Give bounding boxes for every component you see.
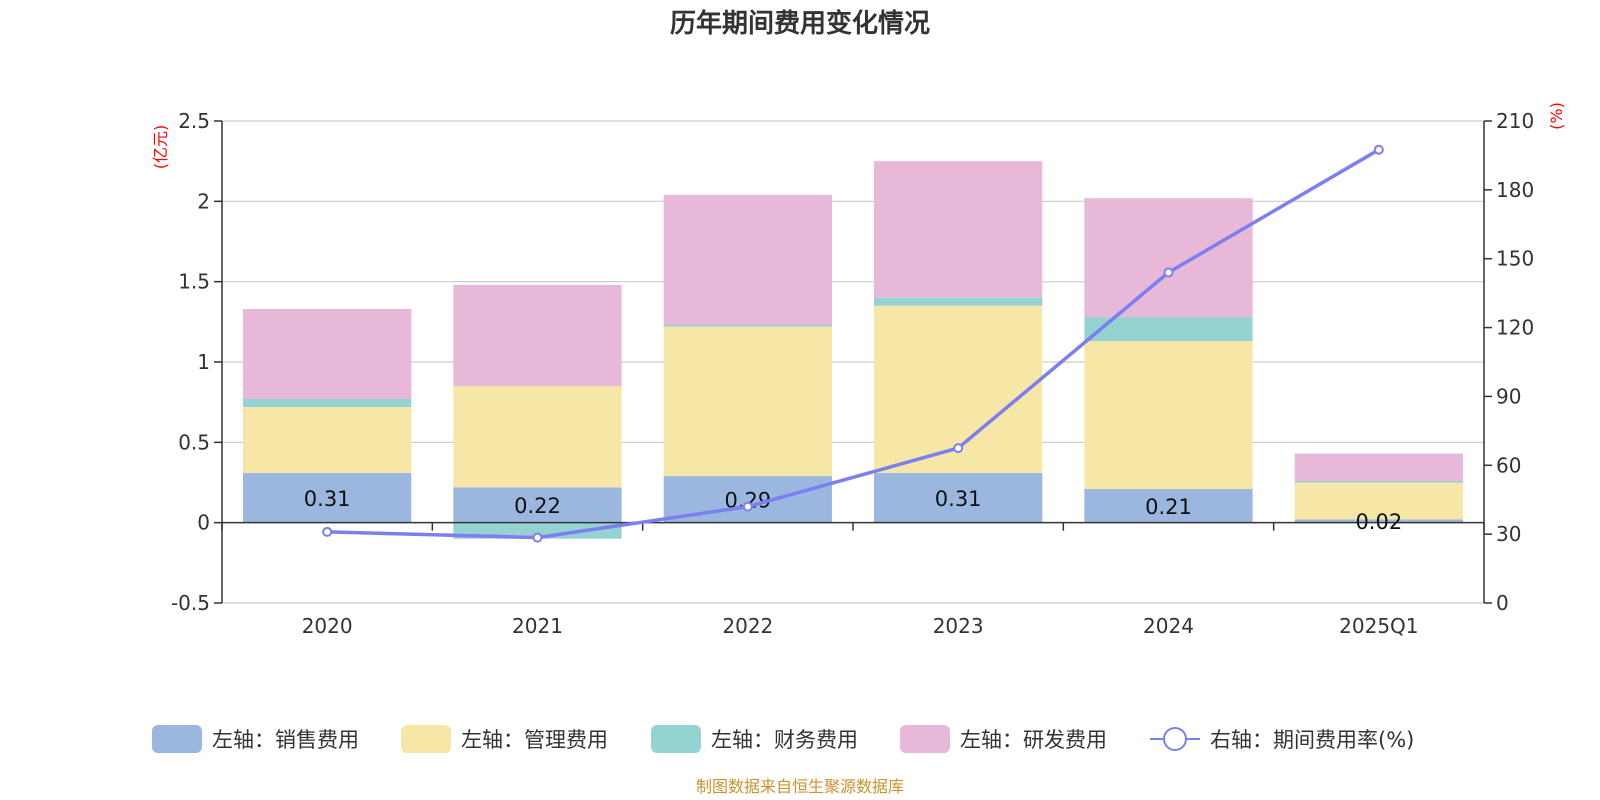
data-label: 0.31 [935, 487, 982, 511]
left-tick-label: -0.5 [171, 591, 210, 615]
right-tick-label: 210 [1496, 109, 1534, 133]
bar-0-2020 [243, 472, 412, 523]
bars [243, 161, 1463, 539]
bar-1-2024 [1084, 341, 1253, 489]
gridlines [222, 120, 1484, 604]
x-tick-label: 2020 [302, 614, 353, 638]
bar-2-2022 [663, 325, 832, 327]
bar-3-2025Q1 [1294, 453, 1463, 481]
bar-0-2024 [1084, 488, 1253, 523]
data-label: 0.22 [514, 494, 561, 518]
bar-3-2022 [663, 194, 832, 326]
x-tick-label: 2023 [933, 614, 984, 638]
right-tick-label: 180 [1496, 178, 1534, 202]
x-tick-label: 2025Q1 [1339, 614, 1418, 638]
chart-title: 历年期间费用变化情况 [670, 8, 930, 39]
legend-label-3: 左轴：研发费用 [960, 728, 1107, 752]
right-tick-label: 0 [1496, 591, 1509, 615]
x-tick-label: 2022 [722, 614, 773, 638]
bar-2-2020 [243, 398, 412, 407]
bar-0-2023 [874, 472, 1043, 523]
source-note: 制图数据来自恒生聚源数据库 [696, 777, 904, 796]
data-label: 0.02 [1355, 510, 1402, 534]
legend-marker-icon [1163, 727, 1187, 751]
legend-swatch-2 [651, 725, 701, 753]
legend-swatch-3 [900, 725, 950, 753]
legend-swatch-0 [152, 725, 202, 753]
bar-1-2022 [663, 326, 832, 477]
x-tick-label: 2021 [512, 614, 563, 638]
right-tick-label: 60 [1496, 453, 1521, 477]
rate-line-path [327, 148, 1380, 540]
bar-3-2020 [243, 308, 412, 399]
right-tick-label: 30 [1496, 522, 1521, 546]
legend: 左轴：销售费用 左轴：管理费用 左轴：财务费用 左轴：研发费用 右轴：期间费用率(%) [152, 725, 1414, 753]
rate-point [953, 443, 964, 454]
rate-point [322, 526, 333, 537]
legend-label-2: 左轴：财务费用 [711, 728, 858, 752]
rate-point [1373, 144, 1384, 155]
bar-3-2023 [874, 161, 1043, 298]
rate-point [742, 501, 753, 512]
bar-3-2024 [1084, 198, 1253, 318]
bar-1-2020 [243, 406, 412, 473]
left-tick-label: 1.5 [178, 270, 210, 294]
legend-swatch-1 [401, 725, 451, 753]
bar-0-2021 [453, 487, 622, 523]
right-tick-label: 90 [1496, 384, 1521, 408]
left-axis-unit: (亿元) [151, 125, 170, 170]
data-label: 0.21 [1145, 495, 1192, 519]
legend-label-1: 左轴：管理费用 [461, 728, 608, 752]
right-axis-unit: (%) [1547, 102, 1566, 130]
left-tick-label: 2 [197, 189, 210, 213]
bar-2-2025Q1 [1294, 480, 1463, 483]
rate-line [322, 144, 1384, 543]
right-tick-label: 120 [1496, 316, 1534, 340]
left-tick-label: 0.5 [178, 430, 210, 454]
bar-0-2025Q1 [1294, 519, 1463, 523]
bar-1-2021 [453, 386, 622, 488]
bar-1-2025Q1 [1294, 482, 1463, 520]
left-tick-label: 0 [197, 511, 210, 535]
legend-label-0: 左轴：销售费用 [212, 728, 359, 752]
left-tick-label: 1 [197, 350, 210, 374]
left-tick-label: 2.5 [178, 109, 210, 133]
bar-3-2021 [453, 284, 622, 387]
data-label: 0.31 [304, 487, 351, 511]
rate-point [1163, 267, 1174, 278]
bar-2-2023 [874, 297, 1043, 306]
legend-label-4: 右轴：期间费用率(%) [1210, 728, 1414, 752]
axes: -0.5 0 0.5 1 1.5 2 2.5 0 30 60 90 120 150 180 210 2020 2… [171, 109, 1534, 638]
rate-point [532, 532, 543, 543]
x-tick-label: 2024 [1143, 614, 1194, 638]
right-tick-label: 150 [1496, 247, 1534, 271]
